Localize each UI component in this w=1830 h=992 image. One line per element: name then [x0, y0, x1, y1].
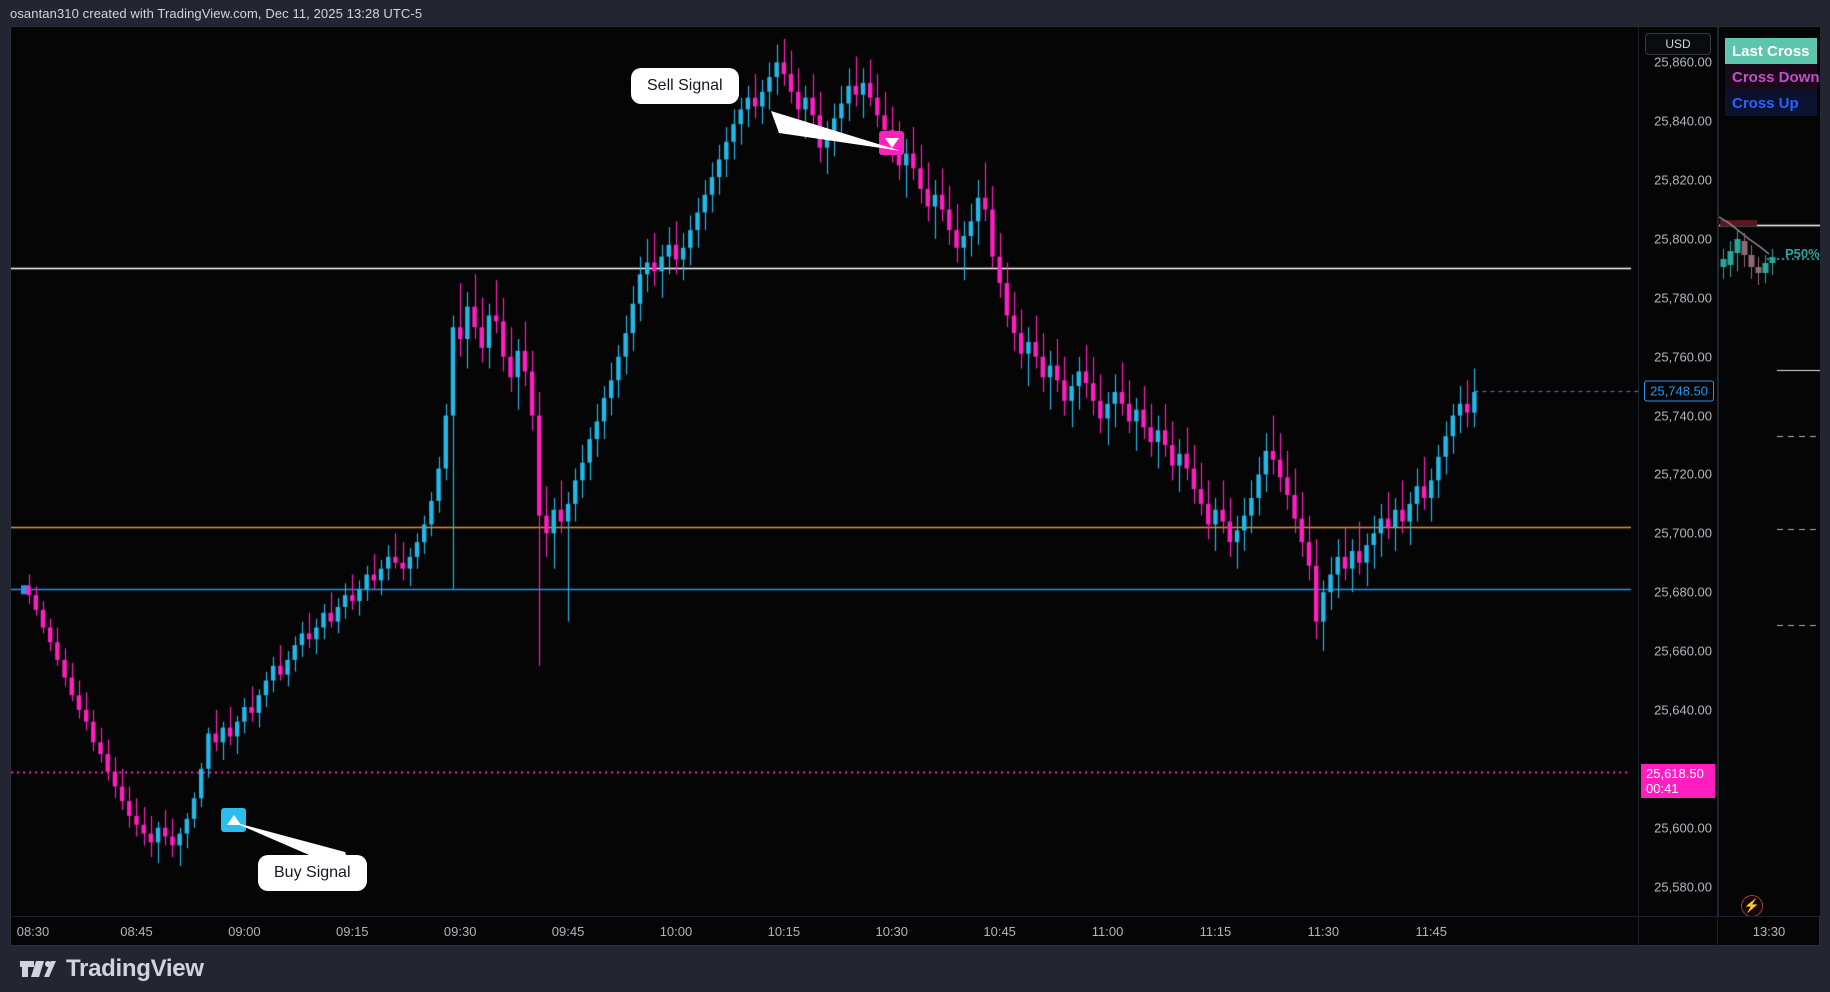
currency-badge[interactable]: USD — [1645, 33, 1711, 55]
price-label: 25,680.00 — [1654, 584, 1712, 600]
attribution-text: osantan310 created with TradingView.com,… — [10, 5, 423, 21]
sell-signal-marker[interactable] — [879, 131, 904, 155]
price-label: 25,840.00 — [1654, 113, 1712, 129]
price-label: 25,720.00 — [1654, 466, 1712, 482]
price-label: 25,580.00 — [1654, 879, 1712, 895]
sell-callout-tail — [771, 111, 901, 151]
price-label: 25,700.00 — [1654, 525, 1712, 541]
time-label: 11:45 — [1415, 924, 1448, 939]
footer-bar: TradingView — [0, 946, 1830, 992]
triangle-up-icon — [226, 815, 241, 825]
time-label: 10:30 — [875, 924, 909, 939]
time-label: 11:30 — [1307, 924, 1340, 939]
tradingview-wordmark: TradingView — [66, 955, 204, 982]
legend-cross-up[interactable]: Cross Up — [1725, 90, 1817, 116]
price-label: 25,740.00 — [1654, 408, 1712, 424]
price-label: 25,640.00 — [1654, 702, 1712, 718]
countdown-price: 25,618.50 — [1646, 766, 1704, 782]
price-label: 25,800.00 — [1654, 231, 1712, 247]
price-scale[interactable]: USD 25,860.00 25,840.00 25,820.00 25,800.00… — [1638, 27, 1717, 916]
time-label: 10:00 — [659, 924, 693, 939]
mini-chart-canvas — [1719, 27, 1820, 916]
time-scale[interactable]: 08:30 08:45 09:00 09:15 09:30 09:45 10:00 10:15… — [11, 916, 1819, 946]
sell-signal-callout: Sell Signal — [631, 68, 739, 104]
buy-signal-callout: Buy Signal — [258, 855, 367, 891]
right-preview-pane[interactable]: Last Cross Cross Down Cross Up P50% ⚡ — [1717, 27, 1820, 916]
time-label: 10:15 — [767, 924, 801, 939]
time-label: 11:15 — [1199, 924, 1232, 939]
price-label: 25,600.00 — [1654, 820, 1712, 836]
lightning-bolt-icon[interactable]: ⚡ — [1741, 895, 1763, 916]
time-scale-right-section: 13:30 — [1717, 917, 1819, 946]
time-label: 10:45 — [983, 924, 1016, 939]
time-label-right: 13:30 — [1752, 924, 1786, 939]
time-label: 09:15 — [336, 924, 369, 939]
tradingview-mark-icon — [20, 961, 56, 977]
price-label: 25,860.00 — [1654, 54, 1712, 70]
candlestick-canvas[interactable] — [11, 27, 1638, 916]
price-label: 25,820.00 — [1654, 172, 1712, 188]
price-label: 25,780.00 — [1654, 290, 1712, 306]
tradingview-logo[interactable]: TradingView — [20, 955, 204, 983]
price-label: 25,660.00 — [1654, 643, 1712, 659]
time-label: 09:00 — [228, 924, 261, 939]
time-label: 11:00 — [1091, 924, 1124, 939]
time-label: 09:45 — [551, 924, 585, 939]
price-label: 25,760.00 — [1654, 349, 1712, 365]
countdown-timer: 00:41 — [1646, 781, 1679, 797]
buy-signal-marker[interactable] — [221, 808, 246, 832]
legend-cross-down[interactable]: Cross Down — [1725, 64, 1820, 90]
time-label: 08:45 — [120, 924, 153, 939]
attribution-bar: osantan310 created with TradingView.com,… — [0, 0, 1830, 26]
triangle-down-icon — [884, 138, 899, 148]
countdown-price-tag[interactable]: 25,618.50 00:41 — [1641, 764, 1715, 799]
time-label: 08:30 — [16, 924, 50, 939]
p50-level-label: P50% — [1785, 246, 1820, 261]
legend-last-cross[interactable]: Last Cross — [1725, 38, 1817, 64]
candlestick-pane[interactable]: Sell Signal Buy Signal — [11, 27, 1638, 916]
last-price-tag[interactable]: 25,748.50 — [1644, 380, 1714, 402]
time-label: 09:30 — [443, 924, 477, 939]
chart-frame: Sell Signal Buy Signal USD 25,860.00 25,8… — [10, 26, 1820, 946]
time-scale-divider — [1638, 917, 1639, 946]
